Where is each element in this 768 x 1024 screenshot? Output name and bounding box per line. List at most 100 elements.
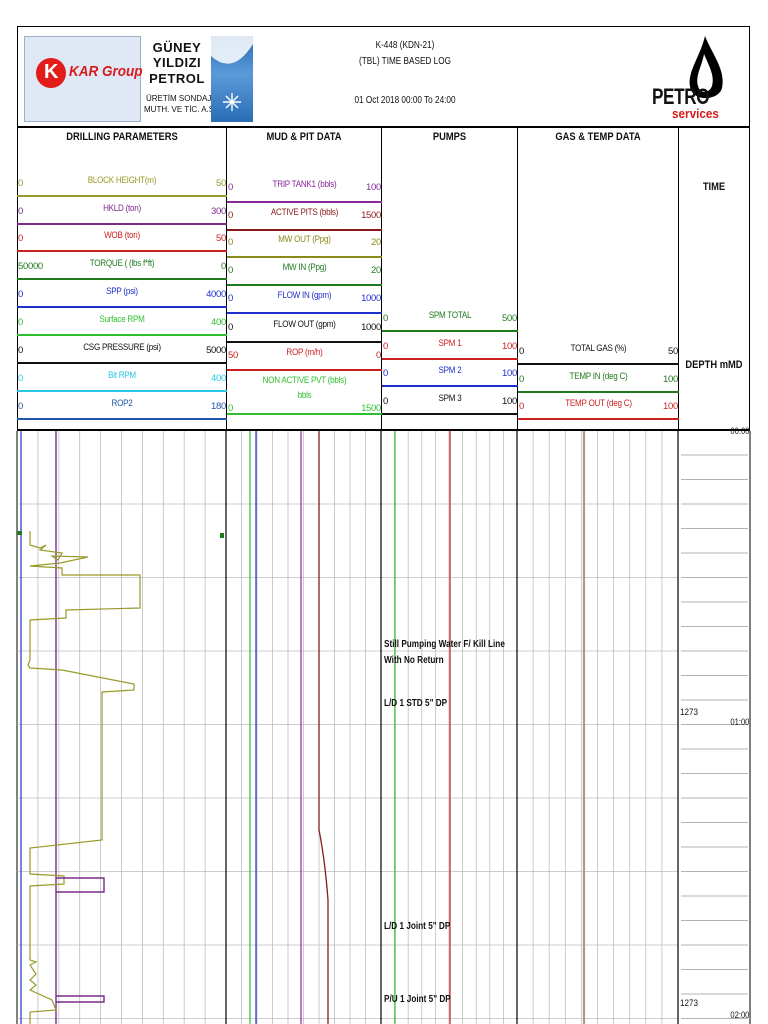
- scale-name: TEMP IN (deg C): [569, 371, 628, 382]
- block-height-curve: [27, 531, 141, 1024]
- petro-logo-text: PETRO: [652, 84, 710, 109]
- scale-max: 20: [371, 237, 381, 248]
- scale-row: SPM TOTAL 0 500: [382, 310, 518, 332]
- guney-yildizi-logo: GÜNEY YILDIZI PETROL ÜRETİM SONDAJ MUTH.…: [144, 36, 254, 122]
- guney-star-emblem-icon: [211, 36, 253, 122]
- guney-name-line2: YILDIZI: [152, 55, 202, 70]
- scale-name: ROP (m/h): [286, 347, 323, 358]
- scale-row: ACTIVE PITS (bbls) 0 1500: [227, 207, 382, 231]
- scale-max: 500: [502, 313, 517, 324]
- scale-name: MW IN (Ppg): [282, 262, 327, 273]
- scale-max: 180: [211, 401, 226, 412]
- scale-name: SPM 3: [438, 393, 462, 404]
- scale-row: SPP (psi) 0 4000: [17, 286, 227, 308]
- scale-name: FLOW OUT (gpm): [273, 319, 336, 330]
- scale-line: [17, 278, 227, 280]
- scale-min: 50000: [18, 261, 43, 272]
- scale-line: [382, 385, 518, 387]
- scale-line: [518, 391, 679, 393]
- annotation-ld-1-joint: L/D 1 Joint 5" DP: [384, 921, 451, 932]
- scale-name: NON ACTIVE PVT (bbls): [262, 375, 347, 386]
- scale-line: [227, 369, 382, 371]
- scale-min: 0: [18, 317, 23, 328]
- kar-logo-text: KAR Group: [69, 63, 143, 80]
- scale-line: [227, 413, 382, 415]
- scale-name: FLOW IN (gpm): [277, 290, 332, 301]
- scale-row: ROP (m/h) 50 0: [227, 347, 382, 371]
- active-pits-curve: [318, 431, 329, 1024]
- hookload-curve: [56, 877, 105, 893]
- scale-row: WOB (ton) 0 50: [17, 230, 227, 252]
- scale-max: 4000: [206, 289, 226, 300]
- scale-line: [227, 284, 382, 286]
- section-title-time: TIME: [702, 181, 726, 193]
- time-label: 01:00: [730, 717, 750, 728]
- scale-min: 0: [228, 293, 233, 304]
- scale-line: [382, 330, 518, 332]
- scale-min: 0: [228, 403, 233, 414]
- scale-name: TEMP OUT (deg C): [565, 398, 632, 409]
- scale-row: CSG PRESSURE (psi) 0 5000: [17, 342, 227, 364]
- scale-max: 100: [663, 401, 678, 412]
- torque-marker: [220, 533, 224, 538]
- guney-name-line3: PETROL: [149, 71, 205, 86]
- scale-row: NON ACTIVE PVT (bbls) 0 1500 bbls: [227, 375, 382, 415]
- scale-row: MW OUT (Ppg) 0 20: [227, 234, 382, 258]
- scale-max: 100: [502, 368, 517, 379]
- scale-name: SPM 1: [438, 338, 462, 349]
- scale-min: 0: [18, 178, 23, 189]
- annotation-ld-1-std: L/D 1 STD 5" DP: [384, 698, 448, 709]
- annotation-still-pumping: Still Pumping Water F/ Kill Line: [384, 639, 505, 650]
- time-label: 02:00: [730, 1010, 750, 1021]
- scale-max: 1000: [361, 322, 381, 333]
- scale-row: TOTAL GAS (%) 0 50: [518, 343, 679, 365]
- oil-drop-icon: [689, 36, 723, 99]
- guney-sub-line2: MUTH. VE TİC. A.Ş.: [144, 105, 217, 114]
- scale-line: [17, 223, 227, 225]
- scale-max: 50: [216, 233, 226, 244]
- section-title-drilling: DRILLING PARAMETERS: [66, 131, 178, 143]
- scale-row: FLOW IN (gpm) 0 1000: [227, 290, 382, 314]
- scale-name: HKLD (ton): [103, 203, 141, 214]
- services-logo-text: services: [672, 106, 719, 121]
- guney-sub-line1: ÜRETİM SONDAJ: [146, 94, 212, 103]
- scale-max: 400: [211, 317, 226, 328]
- scale-max: 100: [502, 396, 517, 407]
- log-type-title: (TBL) TIME BASED LOG: [359, 56, 451, 67]
- scale-row: ROP2 0 180: [17, 398, 227, 420]
- scale-name: Bit RPM: [108, 370, 136, 381]
- annotation-no-return: With No Return: [384, 655, 444, 666]
- kar-logo-circle-icon: K: [36, 58, 66, 88]
- well-name: K-448 (KDN-21): [375, 40, 435, 51]
- scale-row: Surface RPM 0 400: [17, 314, 227, 336]
- scale-line: [17, 306, 227, 308]
- petro-services-logo: PETRO services: [650, 34, 742, 124]
- scale-row: TEMP IN (deg C) 0 100: [518, 371, 679, 393]
- header-divider: [517, 127, 518, 431]
- scale-line: [17, 334, 227, 336]
- scale-min: 0: [383, 313, 388, 324]
- scale-max: 400: [211, 373, 226, 384]
- scale-row: SPM 2 0 100: [382, 365, 518, 387]
- hookload-curve: [56, 995, 105, 1003]
- time-label: 00:00: [730, 426, 750, 437]
- scale-min: 0: [18, 233, 23, 244]
- scale-min: 50: [228, 350, 238, 361]
- scale-max: 5000: [206, 345, 226, 356]
- scale-min: 0: [383, 396, 388, 407]
- date-range: 01 Oct 2018 00:00 To 24:00: [354, 95, 456, 106]
- scale-max: 300: [211, 206, 226, 217]
- scale-min: 0: [18, 373, 23, 384]
- scale-max: 1500: [361, 210, 381, 221]
- scale-min: 0: [228, 322, 233, 333]
- scale-line: [227, 256, 382, 258]
- scale-name: SPP (psi): [106, 286, 138, 297]
- scale-line: [17, 195, 227, 197]
- depth-label: 1273: [680, 707, 698, 718]
- scale-max: 1500: [361, 403, 381, 414]
- scale-min: 0: [519, 374, 524, 385]
- scale-name: TORQUE ( (lbs f*ft): [89, 258, 155, 269]
- scale-name: CSG PRESSURE (psi): [83, 342, 161, 353]
- scale-row: Bit RPM 0 400: [17, 370, 227, 392]
- scale-row: SPM 3 0 100: [382, 393, 518, 415]
